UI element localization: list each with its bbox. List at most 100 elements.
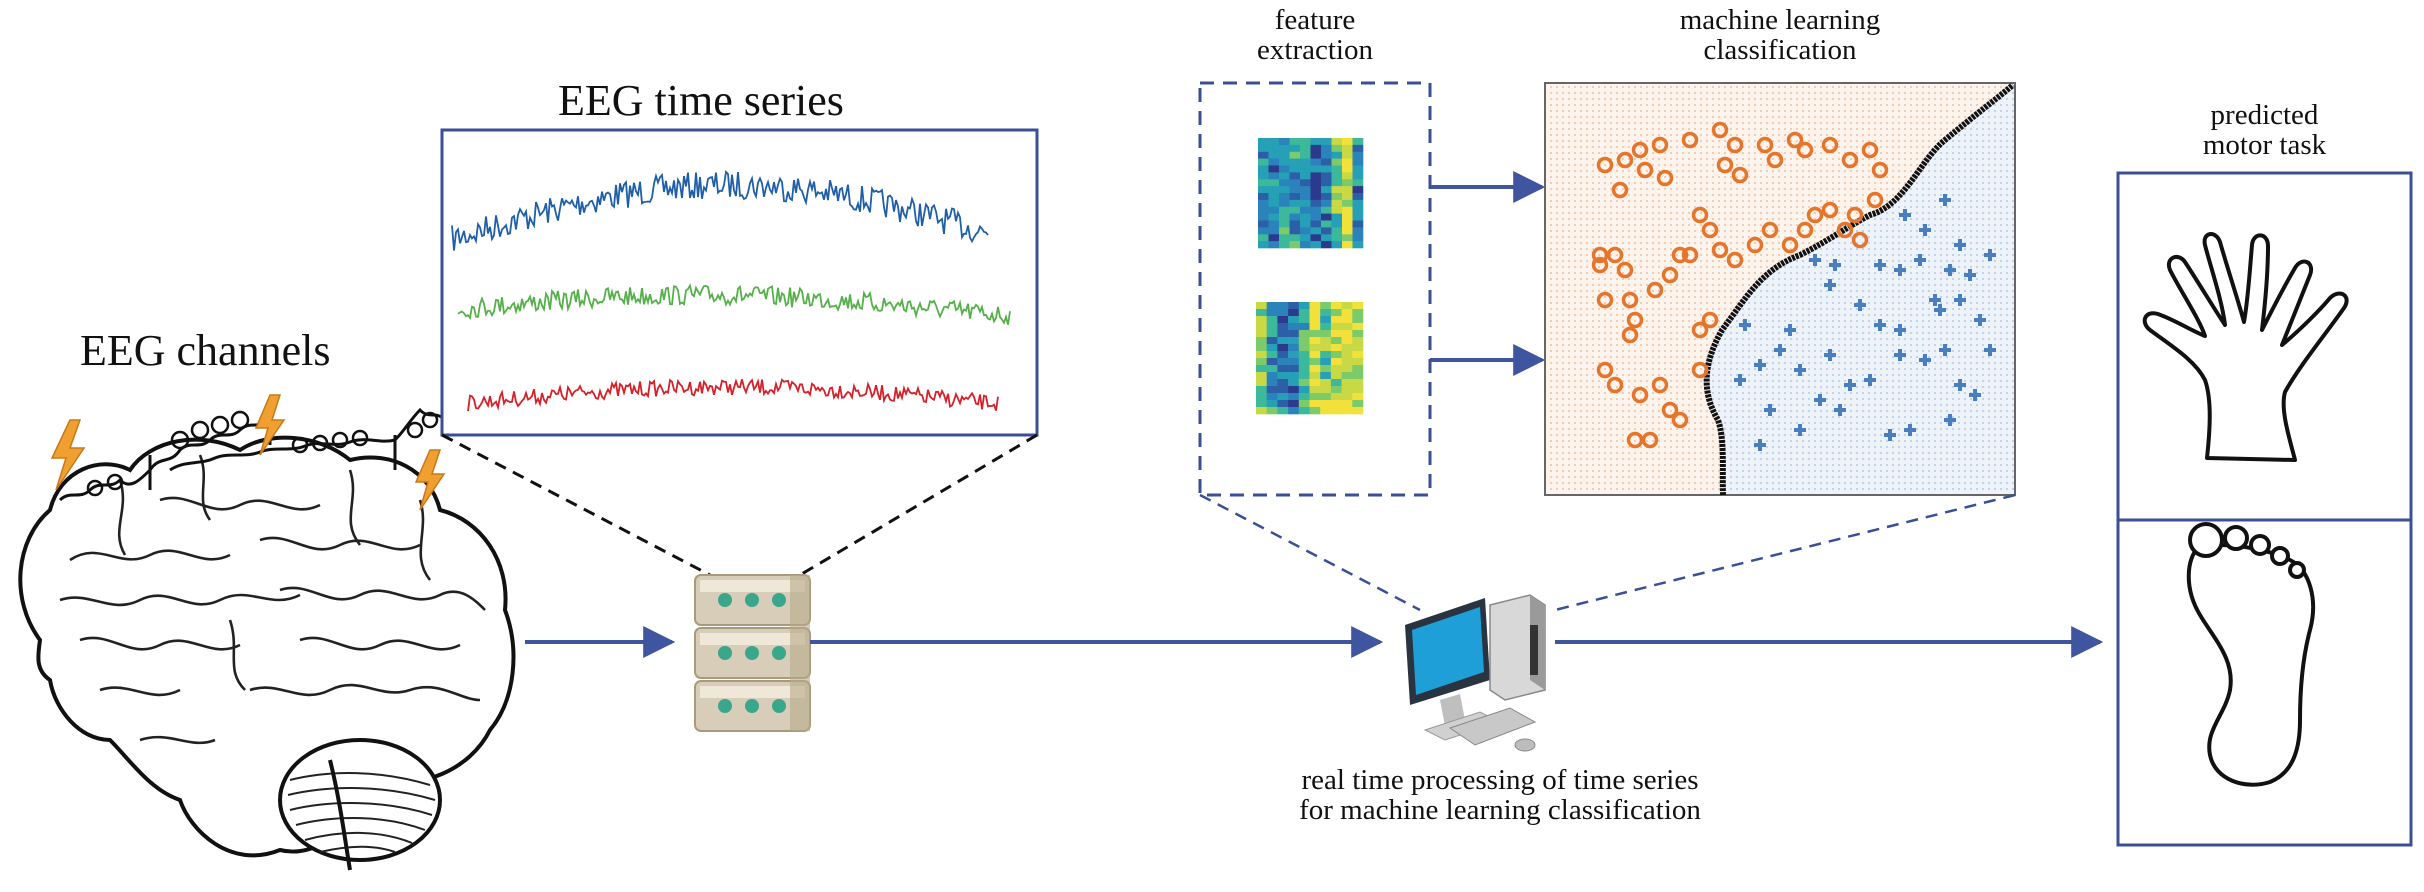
heatmap-cell <box>1300 193 1311 201</box>
heatmap-cell <box>1321 206 1332 214</box>
heatmap-cell <box>1352 138 1364 146</box>
heatmap-cell <box>1310 186 1322 194</box>
orange-point <box>1756 136 1774 154</box>
heatmap-cell <box>1258 186 1269 194</box>
heatmap-cell <box>1320 407 1332 415</box>
heatmap-cell <box>1268 234 1280 242</box>
heatmap-cell <box>1277 372 1289 380</box>
orange-point <box>1846 206 1864 224</box>
heatmap-cell <box>1310 165 1322 173</box>
orange-point <box>1626 431 1644 449</box>
blue-point <box>1814 394 1826 406</box>
orange-point <box>1646 281 1664 299</box>
heatmap-cell <box>1279 213 1290 221</box>
heatmap-cell <box>1288 358 1300 366</box>
heatmap-cell <box>1289 151 1301 159</box>
heatmap-cell <box>1268 193 1280 201</box>
heatmap-cell <box>1309 400 1321 408</box>
heatmap-cell <box>1268 213 1280 221</box>
heatmap-cell <box>1310 151 1322 159</box>
heatmap-cell <box>1310 199 1322 208</box>
orange-point <box>1651 136 1669 154</box>
heatmap-cell <box>1342 234 1353 242</box>
heatmap-cell <box>1310 179 1322 187</box>
feature-extraction-label: feature extraction <box>1200 5 1430 66</box>
heatmap-cell <box>1289 138 1301 146</box>
heatmap-cell <box>1320 386 1332 394</box>
heatmap-cell <box>1288 386 1300 394</box>
blue-point <box>1894 349 1906 361</box>
heatmap-cell <box>1288 344 1300 352</box>
heatmap-cell <box>1256 302 1267 310</box>
class-blue-points <box>1734 194 1996 451</box>
eeg-signals <box>451 169 1011 412</box>
blue-point <box>1764 404 1776 416</box>
heatmap-cell <box>1277 400 1289 408</box>
heatmap-cell <box>1320 351 1332 359</box>
heatmap-cell <box>1321 193 1332 201</box>
heatmap-cell <box>1298 302 1310 310</box>
heatmap-cell <box>1298 337 1310 345</box>
heatmap-cell <box>1289 144 1301 153</box>
heatmap-cell <box>1320 358 1332 366</box>
heatmap-cell <box>1300 213 1311 221</box>
server-icon <box>694 574 811 732</box>
heatmap-cell <box>1258 220 1269 228</box>
heatmap-cell <box>1341 351 1353 359</box>
feature-extraction-line1: feature <box>1274 4 1356 36</box>
orange-point <box>1616 261 1634 279</box>
heatmap-cell <box>1330 337 1342 345</box>
blue-point <box>1954 379 1966 391</box>
heatmap-cell <box>1352 165 1364 173</box>
orange-point <box>1766 151 1784 169</box>
blue-point <box>1794 424 1806 436</box>
heatmap-cell <box>1256 358 1267 366</box>
heatmap-cell <box>1352 179 1364 187</box>
heatmap-cell <box>1298 372 1310 380</box>
class-orange-points <box>1591 121 1889 449</box>
heatmap-cell <box>1256 407 1267 415</box>
orange-point <box>1681 131 1699 149</box>
heatmap-cell <box>1300 199 1311 208</box>
heatmap-cell <box>1256 323 1267 331</box>
heatmap-cell <box>1331 186 1343 194</box>
heatmap-cell <box>1258 193 1269 201</box>
heatmap-cell <box>1268 158 1280 166</box>
heatmap-cell <box>1277 386 1289 394</box>
heatmap-cell <box>1352 379 1364 387</box>
heatmap-cell <box>1298 407 1310 415</box>
orange-point <box>1661 266 1679 284</box>
heatmap-cell <box>1268 220 1280 228</box>
orange-point <box>1726 251 1744 269</box>
orange-point <box>1731 166 1749 184</box>
heatmap-cell <box>1266 372 1278 380</box>
heatmap-cell <box>1352 206 1364 214</box>
heatmap-cell <box>1309 330 1321 338</box>
orange-point <box>1716 156 1734 174</box>
orange-point <box>1711 241 1729 259</box>
blue-point <box>1874 319 1886 331</box>
heatmap-cell <box>1309 372 1321 380</box>
heatmap-cell <box>1330 386 1342 394</box>
heatmap-cell <box>1352 344 1364 352</box>
heatmap-cell <box>1310 193 1322 201</box>
heatmap-cell <box>1352 144 1364 153</box>
heatmap-cell <box>1352 400 1364 408</box>
orange-point <box>1701 221 1719 239</box>
heatmap-cell <box>1279 179 1290 187</box>
heatmap-cell <box>1352 351 1364 359</box>
heatmap-cell <box>1256 309 1267 317</box>
orange-point <box>1596 291 1614 309</box>
heatmap-cell <box>1298 393 1310 401</box>
heatmap-cell <box>1256 372 1267 380</box>
heatmap-cell <box>1321 220 1332 228</box>
orange-point <box>1611 181 1629 199</box>
heatmap-cell <box>1341 372 1353 380</box>
zoom-connectors-eeg <box>441 433 1038 577</box>
heatmap-cell <box>1279 186 1290 194</box>
heatmap-cell <box>1309 344 1321 352</box>
heatmap-cell <box>1289 158 1301 166</box>
heatmap-cell <box>1279 241 1290 249</box>
heatmap-cell <box>1279 165 1290 173</box>
heatmap-cell <box>1320 393 1332 401</box>
